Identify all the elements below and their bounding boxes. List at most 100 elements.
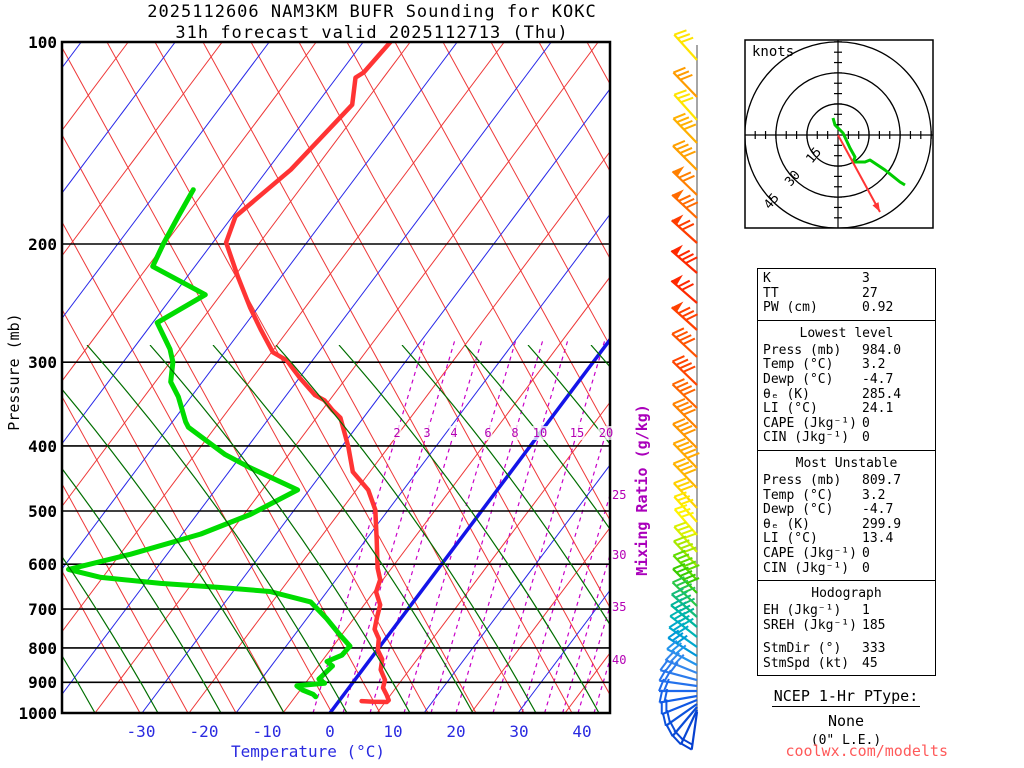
pressure-tick: 700 xyxy=(28,600,57,620)
temperature-tick: -30 xyxy=(126,722,156,741)
wind-barb xyxy=(670,301,698,331)
mixing-ratio-value: 30 xyxy=(612,548,627,562)
temperature-tick: -20 xyxy=(189,722,219,741)
table-row: LI (°C) 24.1 xyxy=(758,402,935,417)
index-label: Dewp (°C) xyxy=(763,371,834,387)
chart-title-line2: 31h forecast valid 2025112713 (Thu) xyxy=(175,23,569,43)
pressure-tick: 900 xyxy=(28,673,57,693)
wind-barb xyxy=(671,327,698,358)
table-row: θₑ (K) 285.4 xyxy=(758,387,935,403)
index-label: CAPE (Jkg⁻¹) xyxy=(763,415,857,431)
wind-barb xyxy=(658,668,698,688)
wind-barb xyxy=(679,711,699,751)
pressure-tick: 400 xyxy=(28,436,57,456)
index-value: 185 xyxy=(862,617,886,633)
pressure-tick: 800 xyxy=(28,638,57,658)
index-label: Dewp (°C) xyxy=(763,502,834,518)
mixing-ratio-value: 2 xyxy=(392,426,402,440)
wind-barb xyxy=(673,477,698,509)
table-row: CAPE (Jkg⁻¹) 0 xyxy=(758,415,935,432)
index-value: 809.7 xyxy=(862,472,902,488)
mixing-ratio-value: 15 xyxy=(568,426,586,440)
index-value: 3.2 xyxy=(862,357,886,373)
wind-barb xyxy=(672,437,700,469)
table-row: θₑ (K) 299.9 xyxy=(758,516,935,533)
ptype-liquid-equivalent: (0" L.E.) xyxy=(810,733,882,748)
wind-barb xyxy=(671,189,699,219)
mixing-ratio-value: 10 xyxy=(531,426,549,440)
table-row: EH (Jkg⁻¹) 1 xyxy=(758,603,935,619)
wind-barb xyxy=(671,355,698,386)
index-value: 24.1 xyxy=(862,401,894,417)
table-row: CIN (Jkg⁻¹) 0 xyxy=(758,431,935,446)
index-value: 0 xyxy=(862,415,870,431)
wind-barb xyxy=(658,678,697,693)
index-label: StmDir (°) xyxy=(763,641,842,657)
temperature-tick: 10 xyxy=(383,722,403,741)
index-value: 0 xyxy=(862,560,870,576)
mixing-ratio-value: 25 xyxy=(612,488,627,502)
ptype-title: NCEP 1-Hr PType: xyxy=(771,687,921,707)
pressure-tick: 100 xyxy=(28,33,57,52)
wind-barb xyxy=(673,491,698,523)
index-value: -4.7 xyxy=(862,371,894,387)
ptype-value: None xyxy=(827,712,865,730)
index-label: LI (°C) xyxy=(763,531,818,547)
wind-barb xyxy=(670,244,698,274)
pressure-tick: 500 xyxy=(28,502,57,521)
temperature-trace xyxy=(223,42,393,705)
index-value: 984.0 xyxy=(862,342,902,358)
table-row: CIN (Jkg⁻¹) 0 xyxy=(758,560,935,577)
hodograph-units-label: knots xyxy=(752,44,795,60)
mixing-ratio-value: 6 xyxy=(483,426,493,440)
wind-barb xyxy=(671,166,698,196)
index-value: 299.9 xyxy=(862,516,902,532)
pressure-tick: 600 xyxy=(28,555,57,575)
index-label: K xyxy=(763,271,771,286)
wind-barb xyxy=(672,139,698,171)
pressure-tick: 1000 xyxy=(18,704,57,723)
plot-area xyxy=(62,42,610,713)
index-label: Press (mb) xyxy=(763,472,842,488)
table-row: Press (mb) 809.7 xyxy=(758,472,935,489)
index-value: 27 xyxy=(862,285,878,301)
index-label: StmSpd (kt) xyxy=(763,655,850,671)
temperature-tick: 0 xyxy=(325,722,335,741)
wind-barb xyxy=(672,397,698,429)
index-label: LI (°C) xyxy=(763,401,818,417)
index-value: 0 xyxy=(862,430,870,446)
dewpoint-trace xyxy=(66,187,353,700)
temperature-axis-label: Temperature (°C) xyxy=(230,742,386,761)
index-label: θₑ (K) xyxy=(763,516,810,532)
table-row: TT 27 xyxy=(758,285,935,302)
index-label: SREH (Jkg⁻¹) xyxy=(763,617,857,633)
table-section: Most Unstable Press (mb) 809.7 Temp (°C) 3.2… xyxy=(758,449,935,580)
index-value: 3.2 xyxy=(862,487,886,503)
table-section: Lowest level Press (mb) 984.0 Temp (°C) 3.2 D… xyxy=(758,319,935,450)
table-row: Temp (°C) 3.2 xyxy=(758,487,935,504)
wind-barb xyxy=(668,619,698,648)
table-row: LI (°C) 13.4 xyxy=(758,532,935,547)
table-row: CAPE (Jkg⁻¹) 0 xyxy=(758,546,935,562)
storm-motion-arrow xyxy=(872,202,880,212)
wind-barb xyxy=(671,378,698,409)
wind-barb xyxy=(672,112,698,144)
index-label: Temp (°C) xyxy=(763,487,834,503)
temperature-tick: 30 xyxy=(509,722,529,741)
table-row: PW (cm) 0.92 xyxy=(758,301,935,316)
table-section-header: Most Unstable xyxy=(795,455,898,471)
table-section-header: Hodograph xyxy=(811,586,882,602)
pressure-tick: 300 xyxy=(28,353,57,373)
pressure-tick: 200 xyxy=(28,234,57,254)
table-row: Press (mb) 984.0 xyxy=(758,342,935,359)
index-value: 1 xyxy=(862,603,870,619)
table-row: SREH (Jkg⁻¹) 185 xyxy=(758,617,935,634)
watermark: coolwx.com/modelts xyxy=(785,742,948,760)
temperature-tick: 20 xyxy=(446,722,466,741)
chart-title-line1: 2025112606 NAM3KM BUFR Sounding for KOKC xyxy=(147,2,597,22)
index-value: 0.92 xyxy=(862,300,894,316)
index-value: 45 xyxy=(862,655,878,671)
temperature-tick: -10 xyxy=(252,722,282,741)
